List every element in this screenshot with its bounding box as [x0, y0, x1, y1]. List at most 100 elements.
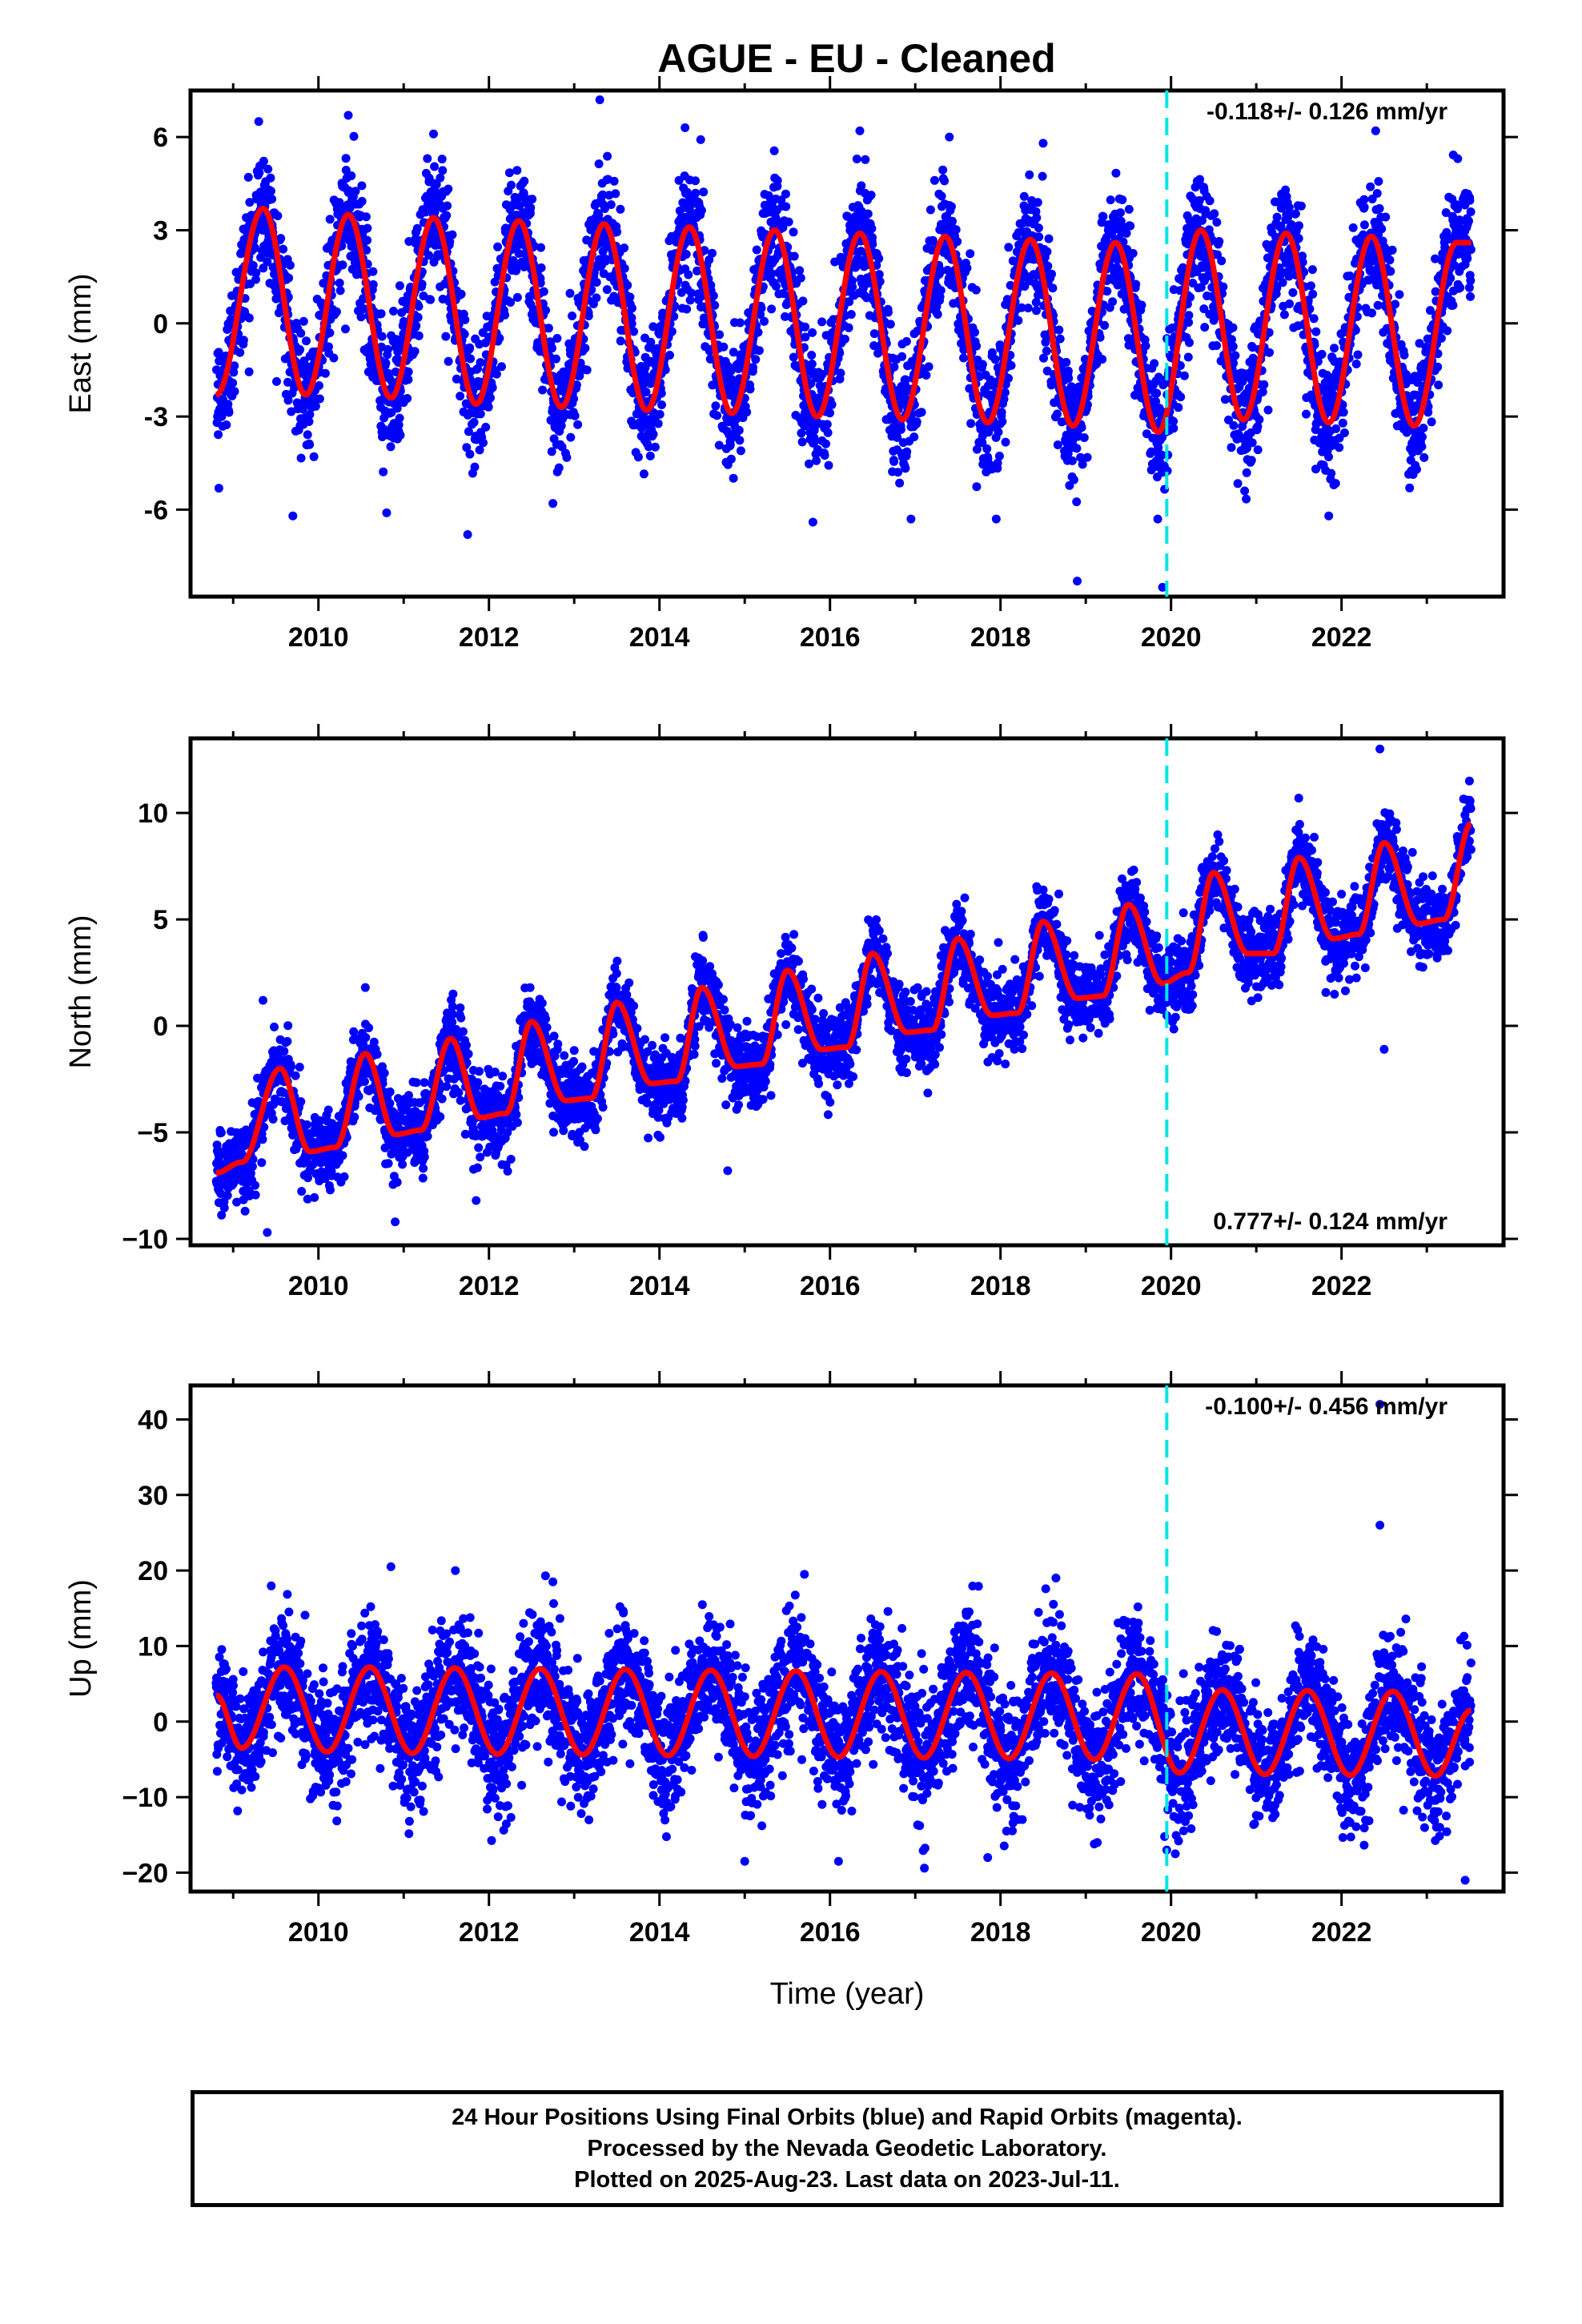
east-position-point	[392, 404, 402, 413]
east-position-point	[1419, 424, 1428, 432]
east-position-point	[962, 263, 972, 273]
east-position-point	[940, 176, 950, 186]
east-position-point	[825, 408, 834, 418]
east-position-point	[1434, 380, 1443, 390]
east-position-point	[1306, 281, 1315, 291]
east-position-point	[713, 411, 722, 420]
east-position-point	[295, 345, 305, 355]
east-position-point	[620, 263, 629, 273]
east-position-point	[325, 215, 335, 224]
east-outlier-point	[906, 514, 916, 524]
east-position-point	[1288, 287, 1298, 297]
east-position-point	[452, 374, 461, 384]
east-position-point	[1053, 409, 1062, 419]
east-position-point	[1062, 357, 1071, 367]
east-position-point	[1042, 346, 1051, 356]
east-position-point	[488, 383, 497, 392]
east-position-point	[263, 164, 273, 174]
east-position-point	[641, 388, 651, 397]
east-position-point	[248, 261, 258, 270]
east-position-point	[868, 233, 877, 242]
east-position-point	[757, 304, 766, 313]
east-position-point	[874, 254, 884, 263]
east-position-point	[335, 278, 344, 287]
east-position-point	[691, 176, 700, 186]
east-position-point	[1004, 373, 1013, 383]
east-position-point	[869, 329, 879, 339]
east-position-point	[222, 420, 231, 429]
east-position-point	[708, 248, 717, 258]
east-position-point	[1032, 213, 1042, 223]
east-position-point	[1466, 245, 1476, 255]
east-position-point	[243, 172, 253, 182]
east-position-point	[572, 380, 581, 390]
north-y-tick-label: 5	[153, 905, 168, 935]
east-position-point	[951, 225, 961, 235]
east-position-point	[520, 176, 529, 186]
east-position-point	[476, 358, 485, 368]
east-position-point	[710, 300, 720, 310]
east-position-point	[1004, 243, 1014, 252]
east-position-point	[331, 307, 341, 316]
east-position-point	[347, 171, 356, 180]
east-position-point	[1240, 486, 1250, 496]
east-outlier-point	[548, 499, 558, 509]
east-position-point	[928, 235, 938, 245]
east-position-point	[848, 282, 857, 292]
east-position-point	[1116, 208, 1125, 218]
east-position-point	[1366, 182, 1375, 191]
east-position-point	[1433, 362, 1443, 372]
east-position-point	[320, 368, 330, 378]
north-position-point	[219, 1203, 229, 1212]
east-position-point	[1465, 195, 1475, 205]
east-position-point	[361, 212, 371, 222]
east-position-point	[1034, 232, 1044, 242]
north-position-point	[216, 1128, 226, 1137]
east-position-point	[745, 384, 755, 394]
east-position-point	[1353, 350, 1363, 360]
east-outlier-point	[808, 517, 817, 527]
east-position-point	[1243, 444, 1251, 453]
east-position-point	[273, 211, 283, 220]
east-position-point	[1418, 432, 1427, 442]
east-position-point	[848, 276, 857, 286]
east-position-point	[1076, 452, 1086, 462]
east-panel: 2010 2012 2014 2016 2018 2020 2022-6-3036East …	[64, 76, 1518, 653]
east-position-point	[821, 439, 830, 448]
east-outlier-point	[429, 129, 439, 139]
east-position-point	[357, 196, 367, 206]
east-position-point	[344, 186, 354, 195]
east-position-point	[1295, 221, 1303, 231]
east-position-point	[1247, 438, 1257, 448]
east-position-point	[623, 280, 632, 290]
east-position-point	[244, 367, 254, 376]
north-x-tick-label: 2016	[800, 1271, 861, 1301]
east-position-point	[1017, 303, 1026, 312]
east-position-point	[1466, 275, 1476, 285]
east-outlier-point	[1371, 126, 1380, 135]
east-position-point	[592, 293, 601, 303]
east-position-point	[432, 179, 441, 189]
east-outlier-point	[855, 126, 865, 135]
east-position-point	[1448, 300, 1458, 310]
east-position-point	[413, 312, 423, 322]
east-y-tick-label: 0	[153, 309, 168, 340]
east-position-point	[1466, 292, 1475, 301]
east-position-point	[335, 286, 345, 296]
north-x-tick-label: 2014	[629, 1271, 690, 1301]
east-position-point	[1229, 359, 1239, 368]
east-x-tick-label: 2012	[459, 622, 520, 653]
east-position-point	[1162, 466, 1172, 476]
east-position-point	[874, 270, 884, 279]
east-position-point	[1276, 223, 1286, 232]
east-position-point	[1079, 433, 1089, 442]
east-position-point	[889, 362, 899, 372]
east-position-point	[315, 394, 324, 404]
east-position-point	[742, 408, 752, 417]
east-position-point	[781, 202, 791, 211]
east-position-point	[1395, 290, 1404, 300]
east-position-point	[820, 451, 829, 460]
east-position-point	[592, 278, 601, 287]
east-position-point	[1338, 418, 1347, 428]
east-position-point	[1072, 497, 1082, 507]
